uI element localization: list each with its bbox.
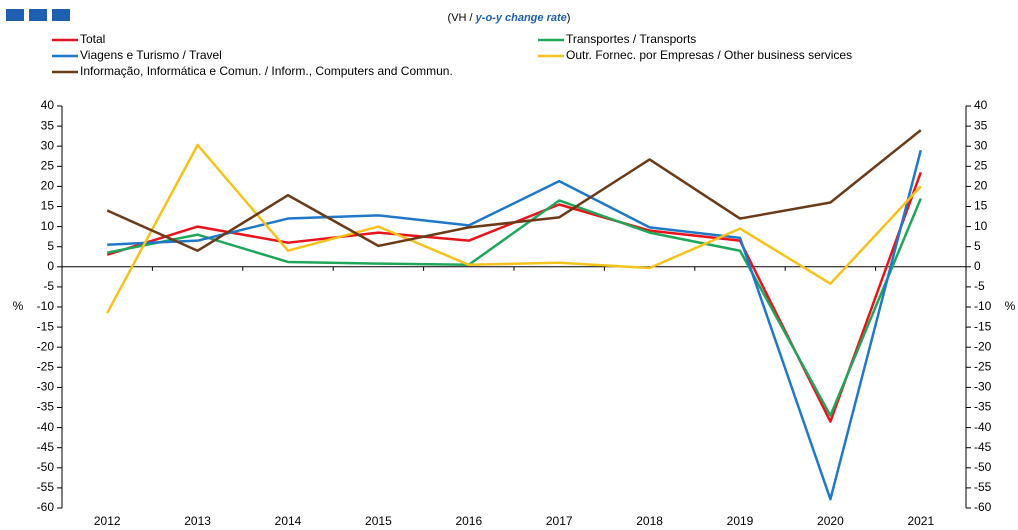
y2-tick-label: -20: [974, 339, 992, 353]
y2-tick-label: -40: [974, 420, 992, 434]
y-tick-label: -50: [37, 460, 55, 474]
y-tick-label: -30: [37, 380, 55, 394]
y-tick-label: -55: [37, 480, 55, 494]
y2-tick-label: -45: [974, 440, 992, 454]
series-line: [106, 197, 922, 417]
y-tick-label: 35: [41, 118, 55, 132]
y2-tick-label: -60: [974, 500, 992, 514]
y2-axis-label: %: [1005, 299, 1016, 313]
y-tick-label: 25: [41, 158, 55, 172]
series-line: [106, 129, 922, 252]
y-tick-label: 30: [41, 138, 55, 152]
legend-label: Transportes / Transports: [566, 32, 696, 46]
legend-label: Total: [80, 32, 105, 46]
x-tick-label: 2021: [907, 514, 934, 528]
y-tick-label: -25: [37, 359, 55, 373]
x-tick-label: 2013: [184, 514, 211, 528]
chart-subtitle: (VH / y-o-y change rate): [448, 12, 571, 24]
y-tick-label: 0: [47, 259, 54, 273]
y2-tick-label: 40: [974, 98, 988, 112]
x-tick-label: 2016: [455, 514, 482, 528]
y-tick-label: -35: [37, 400, 55, 414]
legend-label: Outr. Fornec. por Empresas / Other busin…: [566, 48, 852, 62]
y2-tick-label: 0: [974, 259, 981, 273]
y-tick-label: -40: [37, 420, 55, 434]
x-tick-label: 2012: [94, 514, 121, 528]
y-tick-label: 5: [47, 239, 54, 253]
subtitle-part: (VH /: [448, 12, 476, 24]
y2-tick-label: -5: [974, 279, 985, 293]
y-tick-label: -60: [37, 500, 55, 514]
y-tick-label: 20: [41, 179, 55, 193]
y2-tick-label: 30: [974, 138, 988, 152]
x-tick-label: 2015: [365, 514, 392, 528]
subtitle-part: y-o-y change rate: [475, 12, 567, 24]
y2-tick-label: -10: [974, 299, 992, 313]
legend-label: Informação, Informática e Comun. / Infor…: [80, 64, 453, 78]
y2-tick-label: -55: [974, 480, 992, 494]
y2-tick-label: 5: [974, 239, 981, 253]
x-tick-label: 2018: [636, 514, 663, 528]
x-tick-label: 2017: [546, 514, 573, 528]
y2-tick-label: 35: [974, 118, 988, 132]
y-tick-label: -5: [43, 279, 54, 293]
series-line: [106, 171, 922, 423]
y2-tick-label: 15: [974, 199, 988, 213]
x-tick-label: 2014: [275, 514, 302, 528]
y2-tick-label: -15: [974, 319, 992, 333]
y-tick-label: -45: [37, 440, 55, 454]
y2-tick-label: 10: [974, 219, 988, 233]
x-tick-label: 2019: [727, 514, 754, 528]
x-tick-label: 2020: [817, 514, 844, 528]
series-line: [106, 143, 922, 314]
y2-tick-label: -25: [974, 359, 992, 373]
y-tick-label: -10: [37, 299, 55, 313]
y-tick-label: -20: [37, 339, 55, 353]
y2-tick-label: -30: [974, 380, 992, 394]
y-tick-label: 15: [41, 199, 55, 213]
y-tick-label: -15: [37, 319, 55, 333]
y2-tick-label: 25: [974, 158, 988, 172]
y-tick-label: 10: [41, 219, 55, 233]
series-line: [107, 149, 923, 501]
y2-tick-label: -35: [974, 400, 992, 414]
logo-squares: [6, 9, 70, 21]
y-tick-label: 40: [41, 98, 55, 112]
y2-tick-label: 20: [974, 179, 988, 193]
y2-tick-label: -50: [974, 460, 992, 474]
subtitle-part: ): [567, 12, 571, 24]
legend-label: Viagens e Turismo / Travel: [80, 48, 222, 62]
y-axis-label: %: [13, 299, 24, 313]
